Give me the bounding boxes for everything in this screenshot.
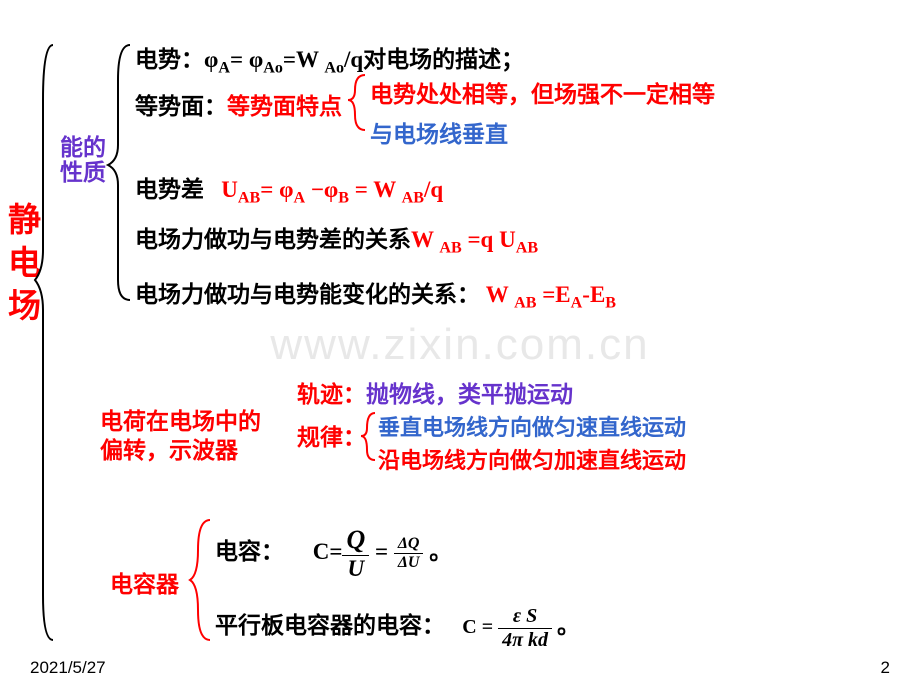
l5d: -E [582,282,605,307]
line-parallel-plate: 平行板电容器的电容： C = ε S4π kd 。 [215,605,580,652]
l1b: = φ [230,47,263,72]
l1s1: A [218,60,230,77]
l5s2: A [571,295,583,312]
l5eq: W AB =EA-EB [486,282,616,307]
l4eq: W AB =q UAB [411,227,538,252]
section-capacitor-label: 电容器 [110,565,179,599]
section-deflection-label: 电荷在电场中的 偏转，示波器 [100,408,280,466]
line-energy-relation: 电场力做功与电势能变化的关系： W AB =EA-EB [135,275,616,313]
l8prefix: C= [313,539,343,564]
footer-page: 2 [881,658,890,678]
l5s3: B [605,295,616,312]
section-energy-label: 能的性质 [60,135,108,186]
l9a: 平行板电容器的电容： [215,613,445,638]
main-title: 静电场 [8,200,44,329]
l4b: W [411,227,439,252]
line-law-label: 规律： [297,418,366,452]
l4a: 电场力做功与电势差的关系 [135,227,411,252]
l3s3: B [338,190,349,207]
l9prefix: C = [462,616,498,638]
line-equipotential-detail2: 与电场线垂直 [370,115,508,149]
l8den1: U [342,556,369,582]
l8mid: = [369,539,394,564]
l1s2: Ao [263,60,283,77]
line-law-along: 沿电场线方向做匀加速直线运动 [378,443,686,475]
l9-equation: C = ε S4π kd [462,616,557,638]
deflection-line1: 电荷在电场中的 [100,409,261,434]
l8a: 电容： [215,539,284,564]
l2b-label: 等势面特点 [227,94,342,119]
l5c: =E [536,282,570,307]
l8frac2: ΔQΔU [394,535,424,572]
l4c: =q U [462,227,516,252]
l9suffix: 。 [557,613,580,638]
l9frac: ε S4π kd [498,605,552,652]
l8suffix: 。 [429,539,452,564]
l6b: 抛物线，类平抛运动 [366,382,573,407]
l8den2: ΔU [394,554,424,572]
watermark-text: www.zixin.com.cn [270,320,649,370]
line-trajectory: 轨迹：抛物线，类平抛运动 [297,375,573,409]
l9num: ε S [498,605,552,629]
l3c: = φ [260,177,293,202]
l2a: 等势面： [135,94,227,119]
l3s1: AB [238,190,260,207]
l9den: 4π kd [498,629,552,652]
l4s1: AB [439,240,461,257]
l8num2: ΔQ [394,535,424,554]
l5s1: AB [514,295,536,312]
l6a: 轨迹： [297,382,366,407]
l3s2: A [293,190,305,207]
l5b: W [486,282,514,307]
line-law-perpendicular: 垂直电场线方向做匀速直线运动 [378,410,686,442]
footer-date: 2021/5/27 [30,658,106,678]
l3b: U [221,177,238,202]
l3s4: AB [402,190,424,207]
l3eq: UAB= φA −φB = W AB/q [221,177,443,202]
l8frac1: QU [342,525,369,582]
l8num1: Q [342,525,369,556]
l3f: /q [424,177,443,202]
line-potential: 电势：φA= φAo=W Ao/q对电场的描述； [135,40,524,78]
l1c: =W [283,47,324,72]
l4s2: AB [516,240,538,257]
line-capacitance: 电容： C=QU = ΔQΔU 。 [215,525,452,582]
l3e: = W [349,177,402,202]
l8-equation: C=QU = ΔQΔU [313,539,429,564]
l1a: 电势：φ [135,47,218,72]
l1d: /q对电场的描述； [344,47,524,72]
l3d: −φ [305,177,338,202]
l3a: 电势差 [135,177,204,202]
deflection-line2: 偏转，示波器 [100,438,238,463]
l5a: 电场力做功与电势能变化的关系： [135,282,480,307]
line-equipotential: 等势面：等势面特点 [135,87,342,121]
line-potential-diff: 电势差 UAB= φA −φB = W AB/q [135,170,443,208]
line-work-relation: 电场力做功与电势差的关系W AB =q UAB [135,220,538,258]
line-equipotential-detail1: 电势处处相等，但场强不一定相等 [370,75,715,109]
footer: 2021/5/27 2 [30,658,890,678]
l1s3: Ao [324,60,344,77]
